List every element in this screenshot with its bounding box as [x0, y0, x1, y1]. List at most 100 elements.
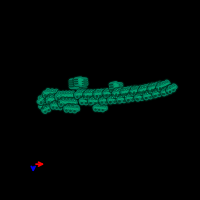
Ellipse shape: [133, 93, 134, 95]
Ellipse shape: [66, 110, 67, 111]
Ellipse shape: [101, 105, 102, 107]
Ellipse shape: [64, 104, 66, 106]
Ellipse shape: [132, 99, 133, 100]
Ellipse shape: [82, 85, 87, 86]
Ellipse shape: [131, 87, 132, 89]
Ellipse shape: [105, 95, 107, 96]
Ellipse shape: [84, 79, 88, 80]
Ellipse shape: [148, 85, 150, 87]
Ellipse shape: [166, 86, 167, 87]
Ellipse shape: [72, 91, 74, 94]
Ellipse shape: [133, 92, 135, 94]
Ellipse shape: [156, 90, 157, 92]
Ellipse shape: [119, 87, 123, 88]
Ellipse shape: [98, 90, 99, 92]
Ellipse shape: [42, 107, 44, 109]
Ellipse shape: [151, 85, 152, 87]
Ellipse shape: [120, 89, 124, 90]
Ellipse shape: [158, 94, 160, 96]
Ellipse shape: [69, 92, 70, 94]
Ellipse shape: [141, 92, 143, 94]
Ellipse shape: [50, 96, 51, 98]
Ellipse shape: [101, 102, 103, 103]
Ellipse shape: [153, 84, 155, 86]
Ellipse shape: [152, 84, 153, 86]
Ellipse shape: [85, 102, 87, 104]
Ellipse shape: [107, 97, 109, 99]
Ellipse shape: [60, 96, 62, 98]
Ellipse shape: [82, 87, 87, 88]
Ellipse shape: [119, 84, 123, 85]
Ellipse shape: [143, 86, 145, 88]
Ellipse shape: [76, 106, 78, 108]
Ellipse shape: [105, 102, 107, 103]
Ellipse shape: [169, 91, 171, 92]
Ellipse shape: [70, 110, 71, 112]
Ellipse shape: [102, 109, 103, 111]
Ellipse shape: [147, 93, 148, 94]
Ellipse shape: [142, 93, 144, 95]
Ellipse shape: [127, 93, 128, 95]
Ellipse shape: [68, 104, 69, 106]
Ellipse shape: [166, 81, 167, 83]
Ellipse shape: [97, 98, 98, 100]
Ellipse shape: [53, 96, 55, 98]
Ellipse shape: [156, 88, 158, 90]
Ellipse shape: [48, 105, 50, 107]
Ellipse shape: [49, 95, 50, 97]
Ellipse shape: [138, 94, 140, 96]
Ellipse shape: [47, 89, 49, 91]
Ellipse shape: [58, 103, 60, 104]
Ellipse shape: [57, 98, 59, 100]
Ellipse shape: [145, 97, 147, 99]
Ellipse shape: [145, 91, 146, 93]
Ellipse shape: [44, 99, 46, 100]
Ellipse shape: [159, 88, 161, 90]
Ellipse shape: [97, 90, 99, 92]
Ellipse shape: [72, 106, 74, 108]
Ellipse shape: [116, 90, 117, 92]
Ellipse shape: [169, 91, 171, 93]
Ellipse shape: [164, 89, 165, 91]
Ellipse shape: [46, 97, 48, 99]
Ellipse shape: [159, 82, 161, 84]
Ellipse shape: [125, 93, 126, 95]
Ellipse shape: [99, 102, 100, 104]
Ellipse shape: [58, 101, 60, 103]
Ellipse shape: [146, 97, 147, 99]
Ellipse shape: [141, 98, 143, 100]
Ellipse shape: [111, 97, 113, 99]
Ellipse shape: [103, 97, 105, 99]
Ellipse shape: [163, 82, 164, 84]
Ellipse shape: [127, 88, 129, 90]
Ellipse shape: [142, 86, 143, 88]
Ellipse shape: [48, 101, 49, 103]
Ellipse shape: [82, 83, 87, 84]
Ellipse shape: [97, 105, 98, 107]
Ellipse shape: [72, 104, 73, 106]
Ellipse shape: [106, 94, 108, 96]
Ellipse shape: [59, 92, 60, 94]
Ellipse shape: [82, 81, 87, 82]
Ellipse shape: [154, 95, 155, 97]
Ellipse shape: [119, 89, 120, 91]
Ellipse shape: [85, 91, 86, 93]
Ellipse shape: [56, 107, 57, 109]
Ellipse shape: [77, 96, 78, 98]
Ellipse shape: [173, 89, 174, 91]
Ellipse shape: [154, 89, 155, 91]
Ellipse shape: [45, 107, 46, 108]
Ellipse shape: [98, 109, 100, 110]
Ellipse shape: [121, 94, 123, 96]
Ellipse shape: [159, 84, 161, 85]
Ellipse shape: [110, 101, 111, 103]
Ellipse shape: [110, 89, 114, 90]
Ellipse shape: [125, 96, 126, 97]
Ellipse shape: [145, 86, 146, 87]
Ellipse shape: [162, 93, 163, 95]
Ellipse shape: [124, 88, 125, 90]
Ellipse shape: [87, 98, 89, 100]
Ellipse shape: [93, 96, 94, 97]
Ellipse shape: [78, 91, 80, 93]
Ellipse shape: [84, 81, 88, 82]
